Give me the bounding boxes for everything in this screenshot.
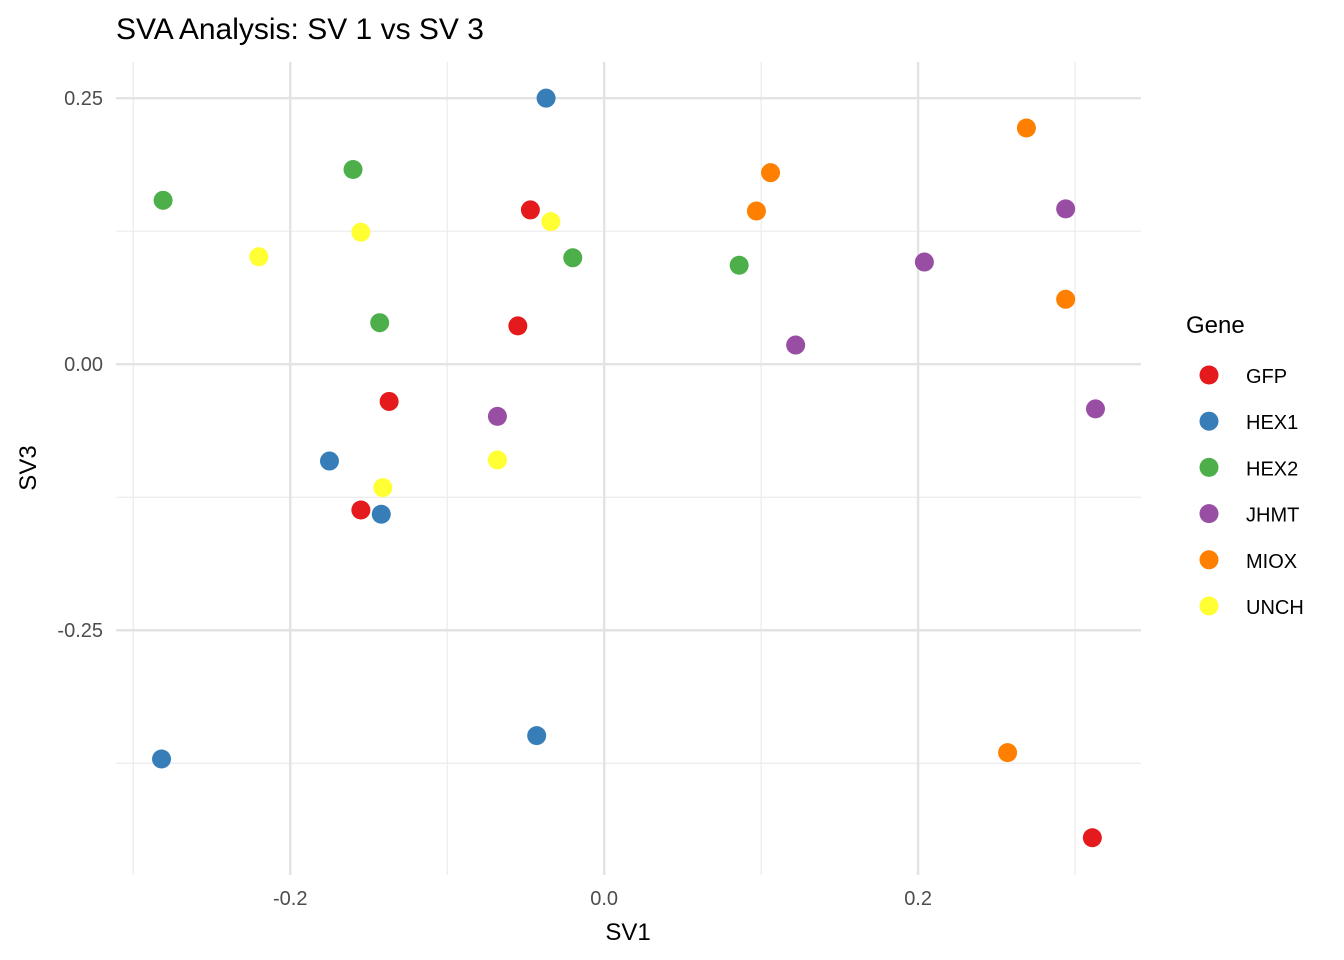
data-point-miox	[1056, 289, 1076, 309]
chart-title: SVA Analysis: SV 1 vs SV 3	[116, 13, 484, 46]
ticks: -0.2 0.0 0.2 0.25 0.00 -0.25	[57, 88, 932, 910]
legend-label: JHMT	[1246, 505, 1299, 527]
x-axis-label: SV1	[605, 919, 650, 946]
x-tick-label: 0.0	[590, 888, 618, 910]
y-tick-label: -0.25	[57, 620, 103, 642]
data-point-gfp	[379, 391, 399, 411]
data-point-hex1	[536, 88, 556, 108]
points	[152, 88, 1105, 848]
x-tick-label: -0.2	[273, 888, 307, 910]
data-point-hex1	[152, 749, 172, 769]
legend: Gene GFP HEX1 HEX2 JHMT MIOX UNCH	[1186, 312, 1304, 619]
grid	[116, 62, 1141, 875]
data-point-gfp	[508, 316, 528, 336]
data-point-jhmt	[1085, 399, 1105, 419]
data-point-hex2	[370, 313, 390, 333]
data-point-gfp	[351, 500, 371, 520]
data-point-hex1	[319, 451, 339, 471]
data-point-hex2	[729, 255, 749, 275]
data-point-hex2	[343, 159, 363, 179]
legend-label: HEX2	[1246, 458, 1298, 480]
legend-key-unch	[1199, 596, 1219, 616]
legend-key-gfp	[1199, 365, 1219, 385]
data-point-miox	[761, 163, 781, 183]
data-point-unch	[351, 222, 371, 242]
y-tick-label: 0.25	[64, 88, 103, 110]
data-point-gfp	[1082, 828, 1102, 848]
data-point-miox	[746, 201, 766, 221]
data-point-hex1	[371, 504, 391, 524]
legend-title: Gene	[1186, 312, 1245, 339]
legend-label: HEX1	[1246, 412, 1298, 434]
data-point-gfp	[520, 200, 540, 220]
legend-label: UNCH	[1246, 597, 1304, 619]
data-point-hex2	[153, 190, 173, 210]
legend-key-jhmt	[1199, 504, 1219, 524]
data-point-unch	[249, 247, 269, 267]
data-point-unch	[487, 450, 507, 470]
data-point-jhmt	[914, 252, 934, 272]
legend-label: GFP	[1246, 366, 1287, 388]
data-point-unch	[541, 212, 561, 232]
y-axis-label: SV3	[15, 445, 42, 490]
data-point-miox	[998, 743, 1018, 763]
data-point-unch	[373, 478, 393, 498]
legend-label: MIOX	[1246, 551, 1297, 573]
data-point-jhmt	[786, 335, 806, 355]
data-point-hex1	[527, 726, 547, 746]
data-point-miox	[1016, 118, 1036, 138]
data-point-jhmt	[487, 406, 507, 426]
y-tick-label: 0.00	[64, 354, 103, 376]
data-point-hex2	[563, 248, 583, 268]
legend-key-miox	[1199, 550, 1219, 570]
legend-key-hex1	[1199, 411, 1219, 431]
legend-key-hex2	[1199, 457, 1219, 477]
x-tick-label: 0.2	[904, 888, 932, 910]
data-point-jhmt	[1056, 199, 1076, 219]
